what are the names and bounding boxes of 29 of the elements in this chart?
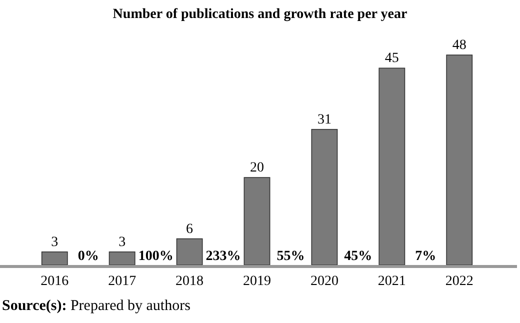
data-label: 48 — [452, 38, 466, 53]
bar — [41, 251, 68, 266]
data-label: 3 — [51, 234, 58, 250]
bar — [108, 251, 136, 266]
x-tick-label: 2022 — [445, 274, 474, 289]
data-label: 31 — [317, 112, 332, 128]
bar — [244, 177, 270, 266]
annotation: 7% — [415, 249, 436, 264]
data-label: 6 — [186, 222, 194, 237]
bar — [378, 68, 406, 266]
x-tick-label: 2018 — [176, 274, 204, 289]
bar — [446, 54, 473, 266]
annotation: 0% — [78, 249, 99, 264]
x-tick-label: 2016 — [40, 274, 69, 289]
data-label: 45 — [384, 51, 399, 66]
annotation: 233% — [206, 249, 241, 264]
x-tick-label: 2021 — [378, 274, 406, 289]
x-tick-label: 2020 — [310, 274, 338, 289]
annotation: 100% — [138, 249, 174, 264]
bar — [311, 128, 338, 266]
annotation: 45% — [344, 249, 372, 264]
x-tick-label: 2019 — [243, 274, 271, 289]
x-tick-label: 2017 — [108, 274, 136, 289]
chart-title: Number of publications and growth rate per year — [112, 7, 408, 22]
annotation: 55% — [276, 249, 305, 264]
source-note: Source(s): Prepared by authors — [2, 298, 191, 314]
bar — [176, 238, 203, 266]
data-label: 3 — [118, 234, 126, 250]
data-label: 20 — [250, 160, 264, 176]
